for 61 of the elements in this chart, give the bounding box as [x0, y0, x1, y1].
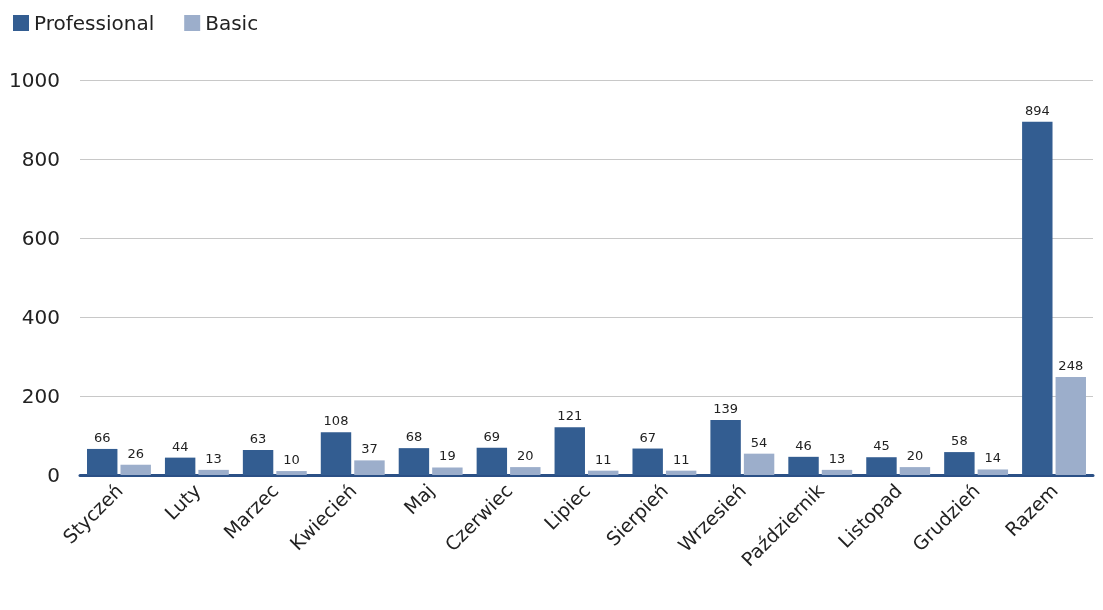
data-label: 14: [984, 450, 1002, 466]
bar: [120, 464, 151, 475]
bar: [821, 469, 853, 475]
data-label: 46: [795, 437, 812, 453]
y-tick-label: 200: [21, 384, 60, 408]
data-label: 11: [672, 451, 690, 467]
data-label: 10: [283, 452, 300, 468]
y-tick-label: 600: [21, 226, 60, 250]
y-tick-label: 800: [21, 147, 60, 171]
data-label: 37: [361, 441, 378, 457]
data-label: 45: [873, 438, 890, 454]
data-label: 13: [205, 450, 222, 466]
bar: [588, 470, 619, 475]
data-label: 68: [405, 429, 423, 445]
bar: [977, 469, 1009, 475]
x-tick-label: Maj: [399, 479, 439, 519]
data-label: 13: [828, 450, 846, 466]
data-label: 20: [906, 448, 924, 464]
bar: [866, 457, 897, 475]
bar: [743, 453, 775, 475]
bar: [788, 456, 819, 475]
legend-label: Basic: [205, 11, 259, 35]
data-label: 894: [1024, 102, 1050, 118]
data-label: 66: [93, 429, 111, 445]
bar: [710, 420, 741, 475]
bar: [476, 447, 508, 475]
data-label: 20: [517, 448, 534, 464]
data-label: 54: [750, 434, 768, 450]
bar: [1055, 377, 1086, 475]
data-label: 139: [713, 401, 739, 417]
bar: [242, 450, 274, 475]
bar: [398, 448, 430, 475]
data-label: 44: [171, 438, 189, 454]
bar: [554, 427, 585, 475]
bar: [164, 457, 196, 475]
bar: [1022, 121, 1053, 475]
bar: [276, 471, 307, 475]
data-label: 108: [323, 413, 349, 429]
data-label: 69: [483, 428, 501, 444]
bar: [432, 467, 463, 475]
bar: [198, 469, 229, 475]
y-tick-label: 1000: [9, 68, 60, 92]
data-label: 58: [951, 433, 968, 449]
bar: [320, 432, 352, 475]
bar: [354, 460, 385, 475]
bar: [87, 448, 118, 475]
bar: [632, 448, 663, 475]
data-label: 248: [1058, 358, 1084, 374]
bar: [944, 452, 975, 475]
y-tick-label: 0: [47, 463, 60, 487]
data-label: 121: [557, 408, 583, 424]
y-tick-label: 400: [21, 305, 60, 329]
bar: [510, 467, 541, 475]
data-label: 19: [439, 448, 456, 464]
legend-label: Professional: [34, 11, 155, 35]
data-label: 67: [639, 429, 656, 445]
bar: [665, 470, 697, 475]
bar: [899, 467, 931, 475]
data-label: 26: [127, 445, 144, 461]
data-label: 63: [249, 431, 267, 447]
data-label: 11: [594, 451, 612, 467]
